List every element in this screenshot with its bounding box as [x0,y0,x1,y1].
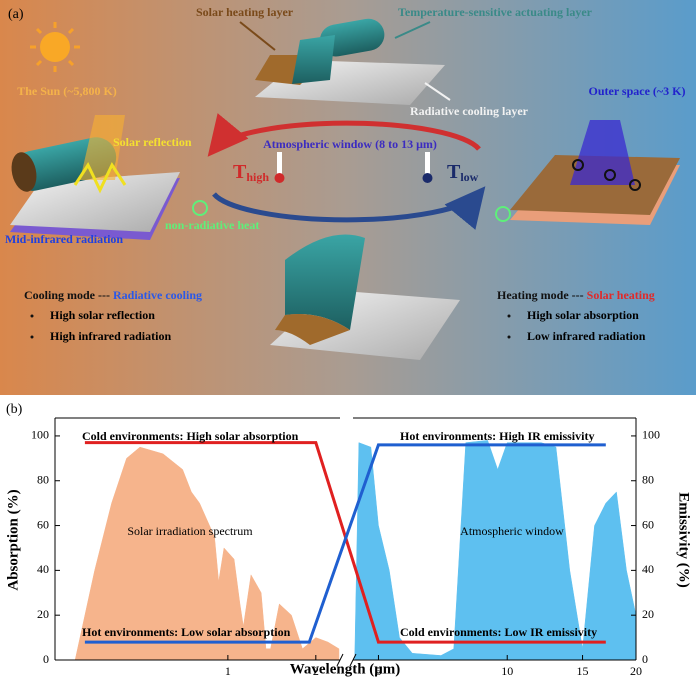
bullet [30,335,34,339]
x-tick-label: 5 [375,664,381,678]
solar-reflection-label: Solar reflection [113,135,192,149]
y-tick-label: 40 [37,562,49,576]
cycle-icon [495,206,511,222]
cycle-icon [192,200,208,216]
mid-infrared-label: Mid-infrared radiation [5,232,123,246]
cycle-arrow [212,186,486,230]
non-radiative-label: non-radiative heat [165,218,259,232]
y-tick-label: 0 [43,652,49,666]
device-top [255,18,445,105]
pointer [239,21,276,51]
t-low: Tlow [447,161,479,184]
t-high: Thigh [233,161,269,184]
annotation: Hot environments: Low solar absorption [82,625,291,639]
annotation: Cold environments: Low IR emissivity [400,625,597,639]
axis-break [336,653,344,667]
heating-item: Low infrared radiation [527,329,646,343]
y-tick-label: 60 [37,517,49,531]
y-tick-label: 20 [37,607,49,621]
bullet [30,314,34,318]
y-tick-label: 80 [37,472,49,486]
area [354,440,637,661]
y2-axis-label: Emissivity (%) [676,492,692,587]
actuating-layer-label: Temperature-sensitive actuating layer [398,5,593,19]
panel-a: (a) The Sun (~5,800 K) Outer space (~3 K… [0,0,696,395]
y2-tick-label: 20 [642,607,654,621]
cooling-item: High solar reflection [50,308,155,322]
annotation: Cold environments: High solar absorption [82,429,299,443]
outer-space-label: Outer space (~3 K) [588,84,685,98]
cycle-arrow [207,113,481,157]
thermometer [274,152,285,183]
panel-label: (a) [8,7,24,22]
atmospheric-window-label: Atmospheric window (8 to 13 μm) [263,137,437,151]
x-tick-label: 20 [630,664,642,678]
heating-layer-label: Solar heating layer [196,5,294,19]
heating-item: High solar absorption [527,308,639,322]
sun-label: The Sun (~5,800 K) [17,84,117,98]
bullet [507,314,511,318]
panel-label: (b) [6,402,23,417]
y2-tick-label: 60 [642,517,654,531]
y2-tick-label: 40 [642,562,654,576]
axis-break [349,653,357,667]
y-axis-label: Absorption (%) [5,489,21,590]
pointer [424,82,451,101]
cooling-layer-label: Radiative cooling layer [410,104,529,118]
x-axis-label: Wavelength (μm) [290,661,401,677]
area [74,446,340,661]
x-tick-label: 15 [577,664,589,678]
x-tick-label: 1 [225,664,231,678]
line [84,443,606,644]
device-right [510,120,680,225]
bullet [507,335,511,339]
area-label: Solar irradiation spectrum [127,524,253,538]
area-label: Atmospheric window [460,524,564,538]
y2-tick-label: 80 [642,472,654,486]
x-tick-label: 10 [501,664,513,678]
panel-b: (b) Wavelength (μm) Absorption (%) Emiss… [5,402,691,678]
thermometer [422,152,433,183]
cooling-mode: Cooling mode --- Radiative cooling [24,288,202,302]
pointer [394,21,431,39]
device-bottom [270,234,460,360]
heating-mode: Heating mode --- Solar heating [497,288,655,302]
line [84,441,606,644]
y2-tick-label: 0 [642,652,648,666]
y-tick-label: 100 [31,428,49,442]
device-left [10,115,180,240]
sun-icon [30,22,80,72]
x-tick-label: 2 [313,664,319,678]
cooling-item: High infrared radiation [50,329,171,343]
annotation: Hot environments: High IR emissivity [400,429,594,443]
y2-tick-label: 100 [642,428,660,442]
